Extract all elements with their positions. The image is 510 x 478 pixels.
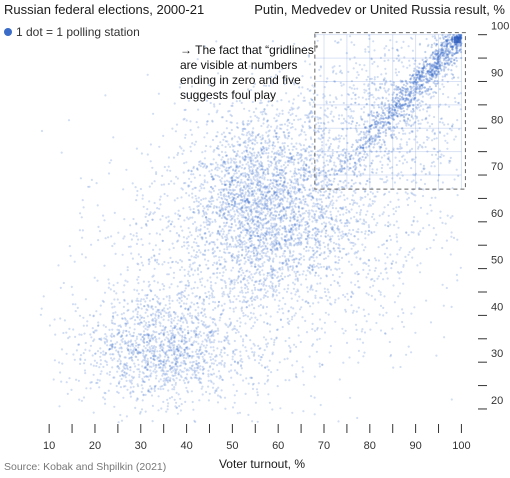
annotation-line-2: are visible at numbers	[180, 58, 297, 72]
annotation-line-4: suggests foul play	[180, 88, 276, 102]
annotation-text: → The fact that “gridlines” are visible …	[180, 43, 318, 102]
scatter-points	[39, 33, 463, 424]
y-axis: 20 30 40 50 60 70 80 90 100	[478, 21, 509, 410]
y-tick-label: 60	[491, 208, 503, 220]
x-tick-label: 70	[318, 440, 330, 452]
y-tick-label: 70	[491, 161, 503, 173]
y-tick-label: 40	[491, 301, 503, 313]
peak-point	[453, 36, 461, 44]
y-tick-label: 90	[491, 67, 503, 79]
source-note: Source: Kobak and Shpilkin (2021)	[4, 461, 166, 473]
legend-dot-icon	[4, 28, 12, 36]
x-tick-label: 10	[43, 440, 55, 452]
x-tick-label: 30	[135, 440, 147, 452]
x-tick-label: 90	[409, 440, 421, 452]
legend-label: 1 dot = 1 polling station	[16, 25, 140, 39]
x-axis-label: Voter turnout, %	[219, 457, 305, 471]
chart-title: Russian federal elections, 2000-21	[4, 2, 204, 17]
y-tick-label: 30	[491, 348, 503, 360]
y-tick-label: 20	[491, 395, 503, 407]
y-tick-label: 80	[491, 114, 503, 126]
y-tick-label: 50	[491, 255, 503, 267]
x-tick-label: 40	[180, 440, 192, 452]
annotation-line-3: ending in zero and five	[180, 73, 301, 87]
x-tick-label: 20	[89, 440, 101, 452]
x-tick-label: 80	[364, 440, 376, 452]
x-tick-label: 50	[226, 440, 238, 452]
y-tick-label: 100	[491, 21, 509, 33]
annotation-line-1: → The fact that “gridlines”	[180, 43, 318, 57]
rounding-gridlines	[314, 34, 462, 190]
annotation-box	[314, 32, 466, 190]
x-tick-label: 60	[272, 440, 284, 452]
x-tick-label: 100	[452, 440, 470, 452]
y-axis-label: Putin, Medvedev or United Russia result,…	[254, 2, 505, 17]
x-axis: 10 20 30 40 50 60 70 80 90 100	[43, 424, 471, 452]
